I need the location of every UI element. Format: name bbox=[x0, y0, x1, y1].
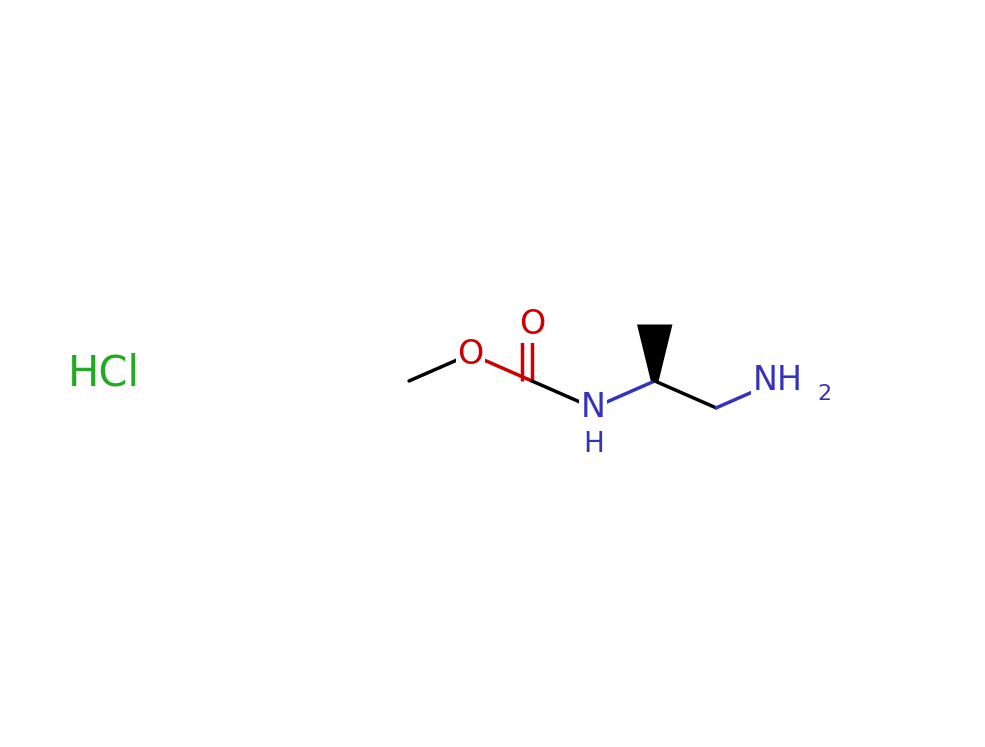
Text: HCl: HCl bbox=[67, 353, 140, 394]
Text: H: H bbox=[583, 430, 604, 458]
Text: O: O bbox=[457, 338, 484, 371]
Text: N: N bbox=[581, 391, 606, 424]
Text: NH: NH bbox=[753, 365, 803, 397]
Polygon shape bbox=[637, 324, 673, 381]
Text: O: O bbox=[519, 308, 545, 341]
Text: 2: 2 bbox=[818, 385, 832, 404]
